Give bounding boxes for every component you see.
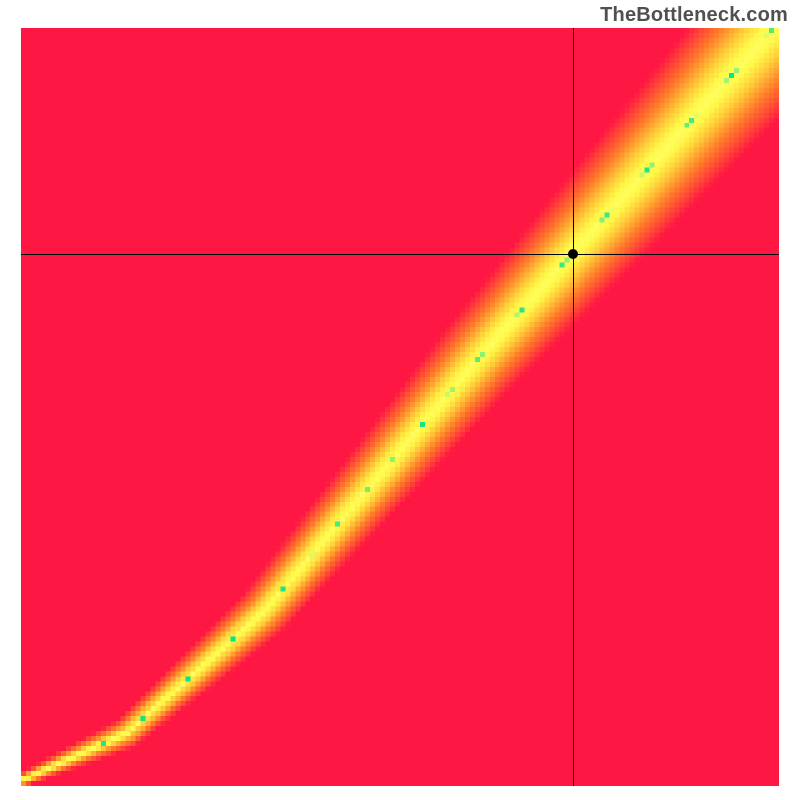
crosshair-horizontal <box>21 254 779 255</box>
marker-point <box>568 249 578 259</box>
plot-area <box>21 28 779 786</box>
watermark-text: TheBottleneck.com <box>600 4 788 27</box>
crosshair-vertical <box>573 28 574 786</box>
chart-container: TheBottleneck.com <box>0 0 800 800</box>
heatmap-canvas <box>21 28 779 786</box>
